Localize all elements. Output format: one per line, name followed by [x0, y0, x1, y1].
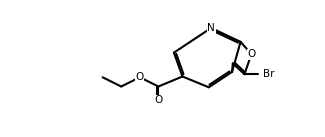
Text: N: N [207, 23, 215, 33]
Text: O: O [136, 72, 144, 82]
Text: O: O [154, 95, 162, 105]
Text: Br: Br [263, 69, 275, 79]
Text: O: O [247, 49, 255, 59]
